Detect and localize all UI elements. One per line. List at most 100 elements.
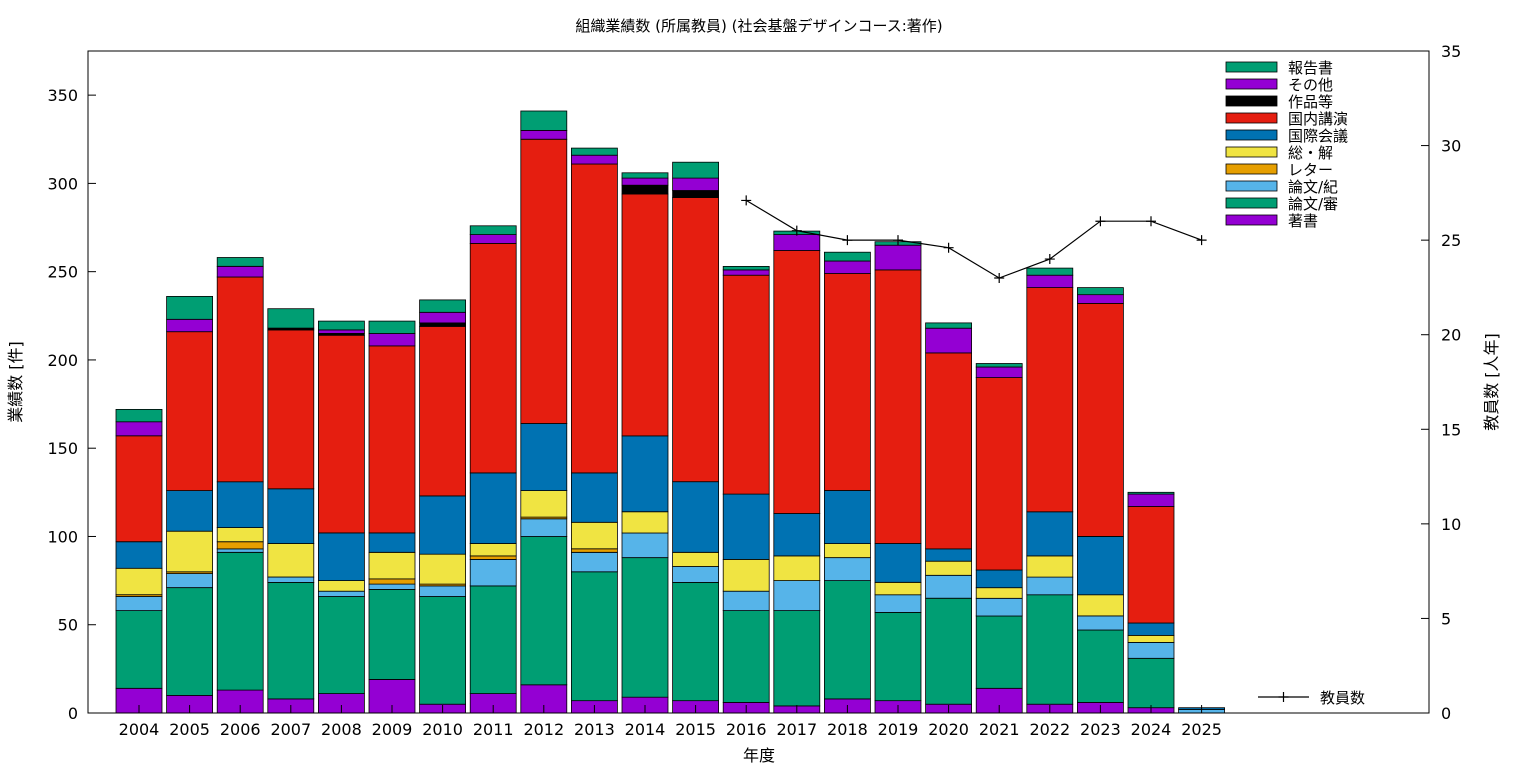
bar-segment-2014-7 bbox=[621, 184, 669, 195]
x-tick-label: 2015 bbox=[675, 720, 716, 739]
bar-segment-2024-2 bbox=[1127, 642, 1175, 659]
x-tick-label: 2005 bbox=[169, 720, 210, 739]
y2-tick-label: 0 bbox=[1441, 704, 1451, 723]
legend-swatch bbox=[1225, 163, 1278, 175]
bar-segment-2018-4 bbox=[824, 543, 871, 559]
bar-segment-2010-9 bbox=[419, 299, 467, 313]
x-tick-label: 2010 bbox=[422, 720, 463, 739]
bar-segment-2019-4 bbox=[874, 582, 922, 596]
legend-label: 論文/審 bbox=[1288, 195, 1338, 213]
bar-segment-2011-6 bbox=[469, 242, 517, 474]
y2-axis-ticks: 0 5 10 15 20 25 30 35 bbox=[1421, 42, 1461, 723]
bar-segment-2010-5 bbox=[419, 495, 467, 555]
x-tick-label: 2009 bbox=[372, 720, 413, 739]
bar-segment-2013-1 bbox=[571, 571, 618, 702]
teacher-count-point bbox=[1044, 254, 1055, 265]
bar-segment-2015-9 bbox=[672, 161, 719, 179]
line-layer bbox=[741, 195, 1207, 283]
x-tick-label: 2019 bbox=[878, 720, 919, 739]
bar-segment-2015-4 bbox=[672, 552, 719, 567]
legend-swatch bbox=[1225, 78, 1278, 90]
legend-swatch bbox=[1225, 146, 1278, 158]
x-tick-label: 2011 bbox=[473, 720, 514, 739]
legend-swatch bbox=[1225, 214, 1278, 226]
bar-segment-2016-9 bbox=[722, 265, 770, 271]
bar-segment-2018-8 bbox=[824, 260, 871, 274]
bar-segment-2005-9 bbox=[166, 295, 214, 320]
x-tick-label: 2023 bbox=[1080, 720, 1121, 739]
bar-segment-2017-5 bbox=[773, 513, 821, 557]
bar-segment-2006-3 bbox=[216, 541, 264, 550]
teacher-count-line bbox=[745, 199, 1202, 279]
bar-segment-2009-6 bbox=[368, 345, 416, 534]
bar-segment-2015-1 bbox=[672, 582, 719, 702]
bar-segment-2024-6 bbox=[1127, 506, 1175, 624]
bar-segment-2014-4 bbox=[621, 511, 669, 534]
bar-segment-2015-7 bbox=[672, 190, 719, 198]
bar-segment-2023-9 bbox=[1077, 287, 1124, 296]
bar-segment-2012-1 bbox=[520, 536, 568, 686]
y-axis-ticks: 0 50 100 150 200 250 300 350 bbox=[47, 86, 96, 723]
bar-segment-2011-2 bbox=[469, 559, 517, 587]
teacher-count-point bbox=[791, 225, 802, 236]
legend-swatch bbox=[1225, 112, 1278, 124]
teacher-count-point bbox=[893, 235, 903, 246]
bar-segment-2015-2 bbox=[672, 566, 719, 583]
bar-segment-2010-1 bbox=[419, 596, 467, 705]
x-axis-label: 年度 bbox=[743, 746, 775, 765]
bar-segment-2020-1 bbox=[925, 597, 972, 705]
bar-segment-2019-6 bbox=[874, 269, 922, 544]
teacher-count-point bbox=[994, 272, 1005, 283]
legend-swatch bbox=[1225, 61, 1278, 73]
legend-label: 作品等 bbox=[1288, 93, 1333, 111]
bar-segment-2011-8 bbox=[469, 234, 517, 244]
bar-segment-2020-8 bbox=[925, 327, 972, 354]
y2-tick-label: 15 bbox=[1441, 420, 1461, 439]
bar-segment-2017-1 bbox=[773, 610, 821, 707]
x-tick-label: 2008 bbox=[321, 720, 362, 739]
bar-segment-2009-2 bbox=[368, 583, 416, 590]
bar-segment-2006-6 bbox=[216, 276, 264, 483]
x-tick-label: 2025 bbox=[1181, 720, 1222, 739]
teacher-count-point bbox=[1196, 235, 1207, 246]
y-tick-label: 300 bbox=[47, 174, 78, 193]
bar-segment-2007-2 bbox=[267, 576, 315, 583]
bar-segment-2013-8 bbox=[571, 154, 618, 165]
bar-segment-2019-5 bbox=[874, 543, 922, 583]
bar-segment-2015-5 bbox=[672, 481, 719, 553]
legend-label: 教員数 bbox=[1320, 689, 1365, 707]
bar-segment-2007-4 bbox=[267, 543, 315, 578]
bar-segment-2005-1 bbox=[166, 587, 214, 696]
bar-segment-2023-6 bbox=[1077, 302, 1124, 537]
legend-label: 総・解 bbox=[1288, 144, 1333, 162]
bar-segment-2017-6 bbox=[773, 250, 821, 514]
bar-segment-2016-2 bbox=[722, 590, 770, 612]
bar-segment-2009-4 bbox=[368, 552, 416, 580]
teacher-count-point bbox=[1095, 216, 1106, 227]
y-tick-label: 150 bbox=[47, 439, 78, 458]
bar-segment-2014-1 bbox=[621, 557, 669, 698]
bar-segment-2019-1 bbox=[874, 612, 922, 702]
bars-layer bbox=[115, 110, 1225, 714]
bar-segment-2023-4 bbox=[1077, 594, 1124, 617]
bar-segment-2008-9 bbox=[317, 320, 365, 331]
bar-segment-2004-5 bbox=[115, 541, 163, 569]
bar-segment-2007-9 bbox=[267, 308, 315, 329]
legend-label: その他 bbox=[1288, 76, 1333, 94]
bar-segment-2020-4 bbox=[925, 560, 972, 576]
bar-segment-2024-8 bbox=[1127, 493, 1175, 507]
bar-segment-2013-4 bbox=[571, 521, 618, 550]
bar-segment-2016-6 bbox=[722, 274, 770, 495]
legend-line-marker bbox=[1278, 692, 1289, 702]
bar-segment-2022-5 bbox=[1026, 511, 1074, 557]
teacher-count-point bbox=[741, 195, 752, 206]
bar-segment-2009-3 bbox=[368, 578, 416, 585]
bar-segment-2006-1 bbox=[216, 552, 264, 691]
bar-segment-2022-6 bbox=[1026, 287, 1074, 513]
bar-segment-2006-9 bbox=[216, 257, 264, 267]
bar-segment-2012-5 bbox=[520, 423, 568, 491]
bar-segment-2014-8 bbox=[621, 177, 669, 186]
y2-tick-label: 35 bbox=[1441, 42, 1461, 61]
